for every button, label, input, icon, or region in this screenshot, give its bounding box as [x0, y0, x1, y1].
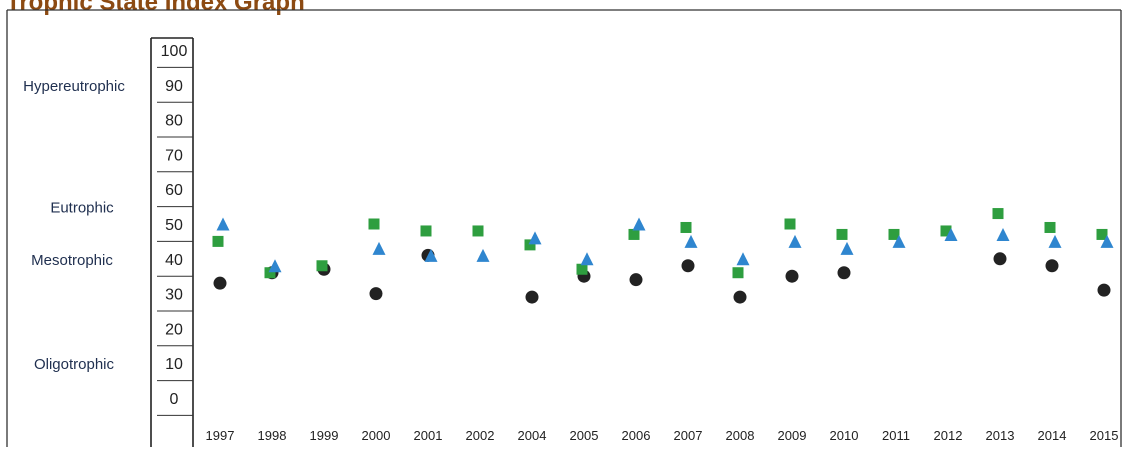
data-point-square [524, 239, 536, 251]
data-point-triangle [268, 259, 282, 273]
series-square-markers [212, 208, 1108, 279]
x-tick-label: 2011 [882, 428, 910, 443]
data-point-square [368, 218, 380, 230]
trophic-category-label: Oligotrophic [34, 356, 115, 373]
trophic-category-labels: Hypereutrophic Eutrophic Mesotrophic Oligot… [23, 78, 125, 373]
trophic-category-label: Mesotrophic [31, 252, 113, 269]
x-tick-label: 2008 [726, 428, 755, 443]
data-point-square [264, 267, 276, 279]
data-marks [212, 208, 1114, 304]
series-triangle-markers [216, 217, 1114, 273]
data-point-triangle [736, 252, 750, 266]
data-point-square [992, 208, 1004, 220]
x-tick-label: 2009 [778, 428, 807, 443]
data-point-triangle [892, 234, 906, 248]
x-tick-label: 2014 [1038, 428, 1067, 443]
data-point-circle [1045, 259, 1059, 273]
x-tick-label: 1999 [310, 428, 339, 443]
data-point-square [628, 228, 640, 240]
data-point-triangle [372, 241, 386, 255]
data-point-square [420, 225, 432, 237]
y-tick-label: 80 [165, 113, 183, 130]
y-tick-label: 10 [165, 356, 183, 373]
data-point-triangle [788, 234, 802, 248]
data-point-circle [993, 252, 1007, 266]
data-point-circle [733, 290, 747, 304]
chart-title: Trophic State Index Graph [6, 0, 305, 16]
x-axis: 1997 1998 1999 2000 2001 2002 2004 2005 2006 2007… [206, 428, 1119, 443]
y-tick-label: 70 [165, 147, 183, 164]
data-point-square [472, 225, 484, 237]
data-point-triangle [840, 241, 854, 255]
x-tick-label: 2000 [362, 428, 391, 443]
data-point-square [836, 228, 848, 240]
data-point-square [1044, 221, 1056, 233]
data-point-circle [369, 287, 383, 301]
data-point-triangle [1100, 234, 1114, 248]
data-point-circle [525, 290, 539, 304]
data-point-triangle [632, 217, 646, 231]
data-point-square [732, 267, 744, 279]
y-tick-label: 100 [161, 43, 188, 60]
y-tick-label: 20 [165, 321, 183, 338]
data-point-square [680, 221, 692, 233]
data-point-square [784, 218, 796, 230]
data-point-circle [629, 273, 643, 287]
x-tick-label: 2013 [986, 428, 1015, 443]
x-tick-label: 2010 [830, 428, 859, 443]
y-tick-label: 30 [165, 287, 183, 304]
x-tick-label: 2007 [674, 428, 703, 443]
x-tick-label: 2012 [934, 428, 963, 443]
x-tick-label: 2005 [570, 428, 599, 443]
x-tick-label: 2002 [466, 428, 495, 443]
x-tick-label: 1998 [258, 428, 287, 443]
y-tick-label: 60 [165, 182, 183, 199]
data-point-triangle [944, 227, 958, 241]
y-tick-label: 50 [165, 217, 183, 234]
x-tick-label: 2006 [622, 428, 651, 443]
data-point-square [1096, 228, 1108, 240]
data-point-triangle [996, 227, 1010, 241]
data-point-triangle [1048, 234, 1062, 248]
x-tick-label: 2015 [1090, 428, 1119, 443]
trophic-category-label: Hypereutrophic [23, 78, 125, 95]
data-point-triangle [528, 231, 542, 245]
y-tick-label: 40 [165, 252, 183, 269]
data-point-square [576, 263, 588, 275]
data-point-circle [785, 269, 799, 283]
y-tick-label: 90 [165, 78, 183, 95]
data-point-circle [1097, 283, 1111, 297]
data-point-triangle [580, 252, 594, 266]
trophic-category-label: Eutrophic [50, 200, 114, 217]
x-tick-label: 2001 [414, 428, 443, 443]
data-point-circle [837, 266, 851, 280]
x-tick-label: 2004 [518, 428, 547, 443]
data-point-square [316, 260, 328, 272]
data-point-triangle [684, 234, 698, 248]
plot-frame [6, 9, 1122, 447]
x-tick-label: 1997 [206, 428, 235, 443]
data-point-square [940, 225, 952, 237]
data-point-triangle [216, 217, 230, 231]
data-point-triangle [424, 248, 438, 262]
data-point-square [888, 228, 900, 240]
data-point-square [212, 235, 224, 247]
data-point-circle [213, 276, 227, 290]
y-tick-label: 0 [170, 391, 179, 408]
data-point-circle [681, 259, 695, 273]
data-point-triangle [476, 248, 490, 262]
